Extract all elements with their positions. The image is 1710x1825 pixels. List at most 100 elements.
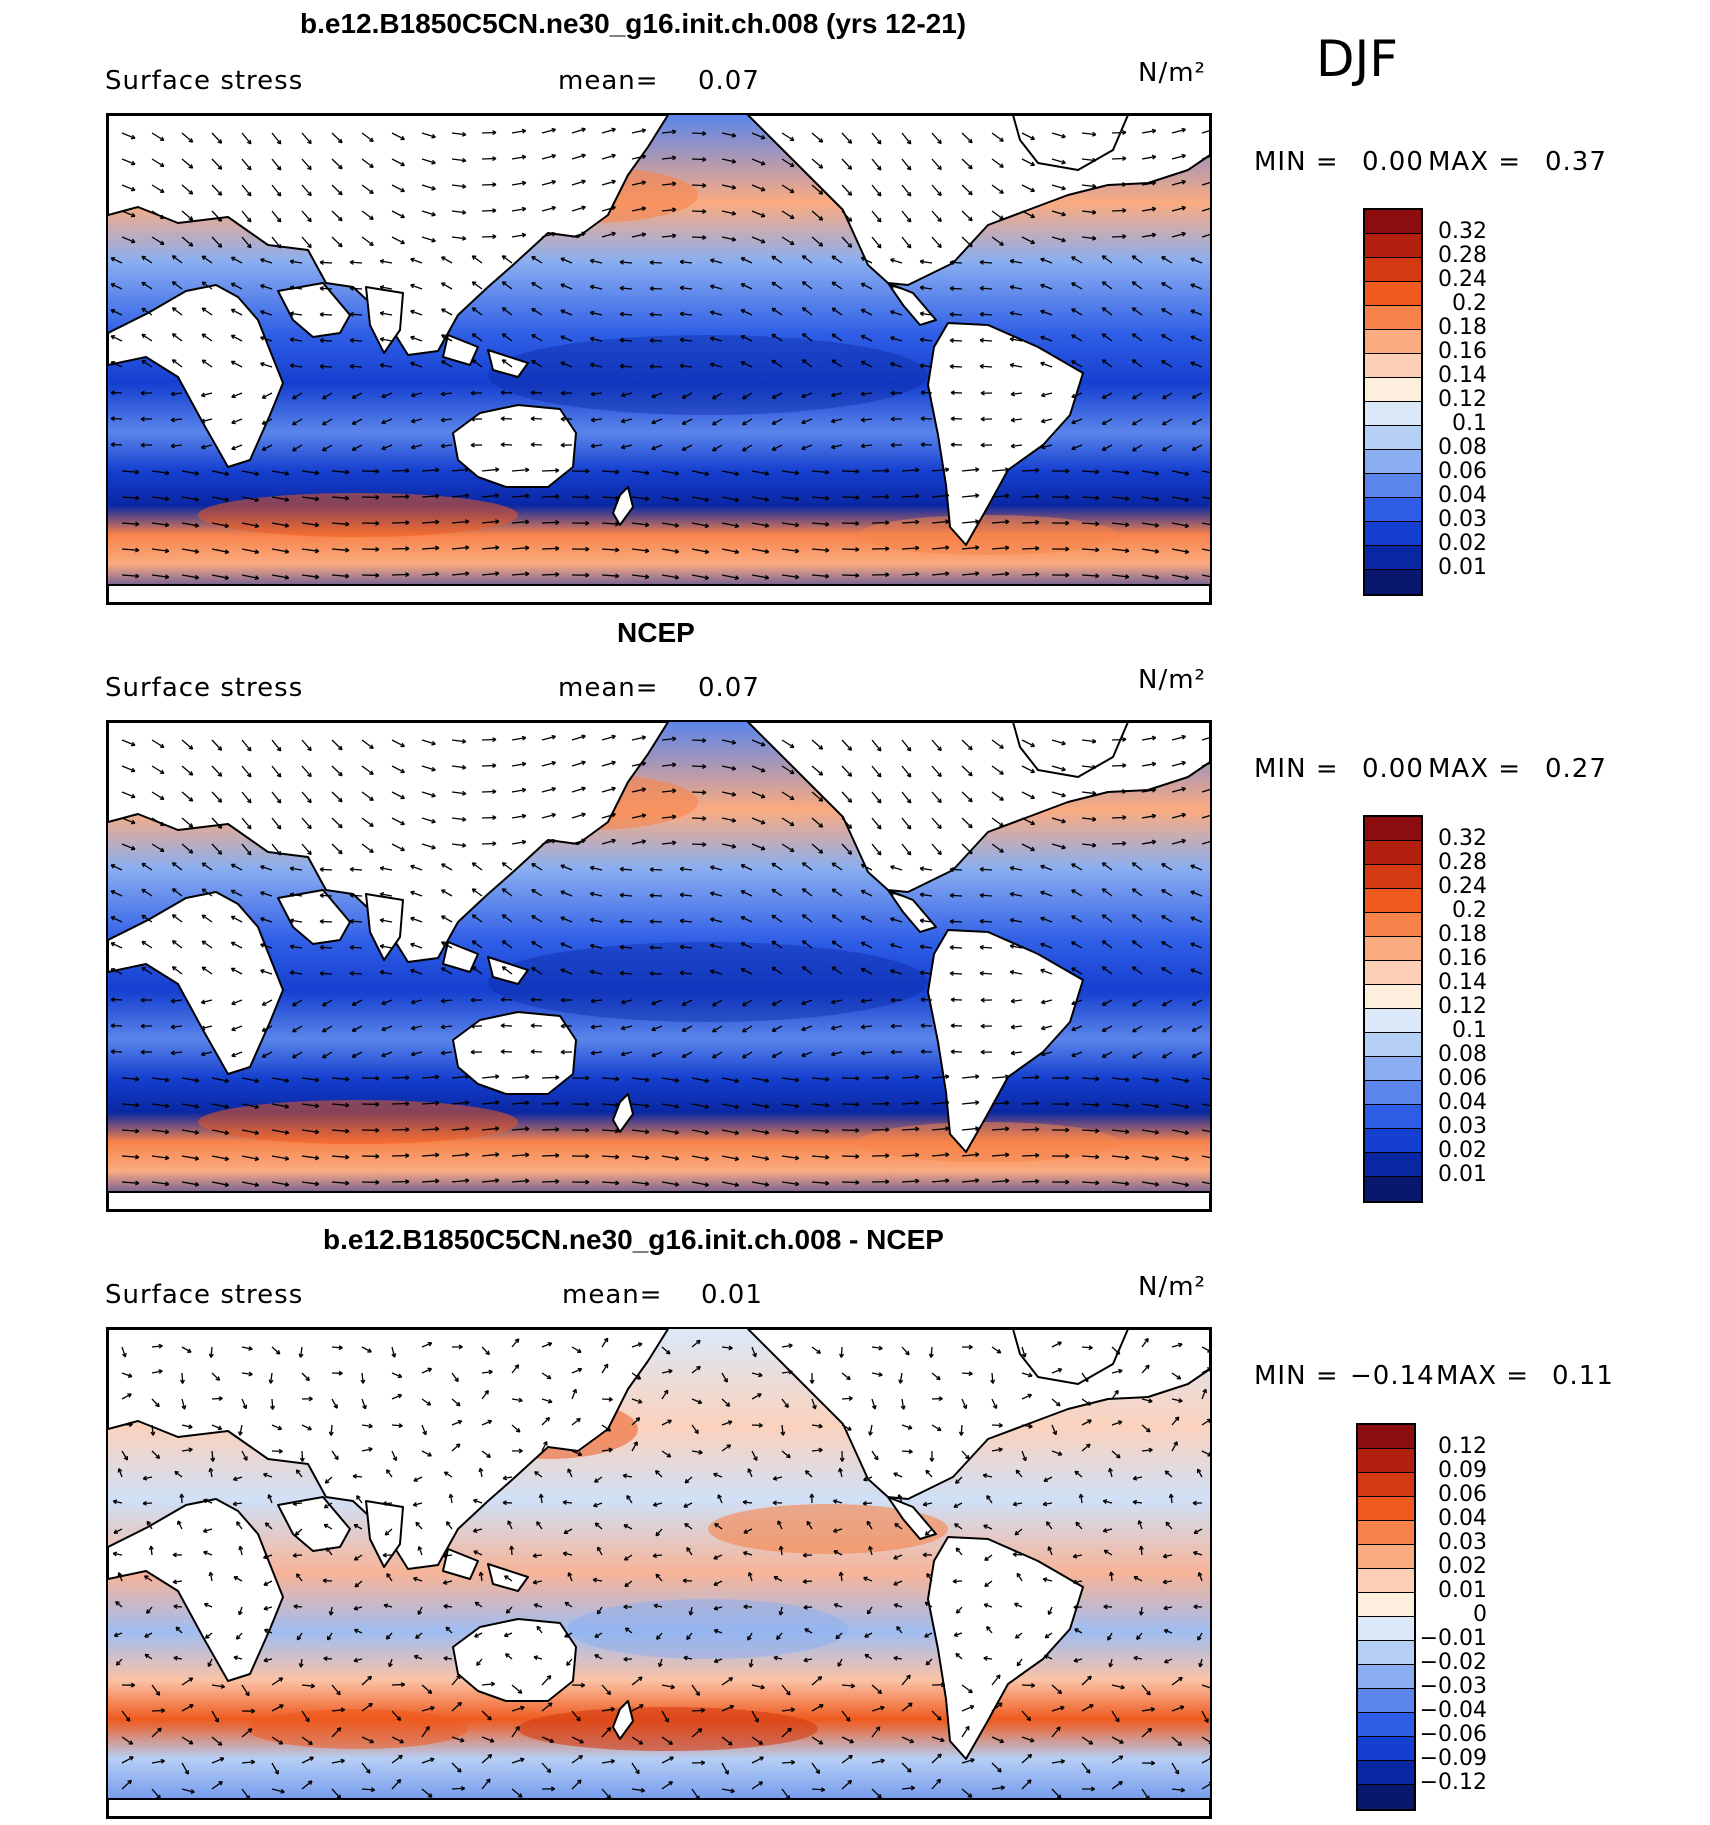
stress-arrow: [413, 1476, 423, 1482]
stress-arrow: [232, 1502, 243, 1505]
stress-arrowhead: [760, 741, 766, 747]
stress-arrow: [1141, 762, 1156, 767]
stress-arrow: [1040, 943, 1053, 949]
stress-arrowhead: [896, 1626, 901, 1631]
stress-arrow: [110, 890, 123, 897]
stress-arrow: [597, 1546, 603, 1556]
stress-arrowhead: [159, 136, 165, 142]
stress-arrowhead: [1061, 211, 1066, 217]
stress-arrowhead: [1061, 159, 1066, 165]
stress-arrowhead: [1009, 284, 1015, 290]
stress-arrowhead: [379, 969, 385, 975]
stress-arrow: [391, 1754, 403, 1764]
stress-arrow: [621, 999, 633, 1004]
stress-arrow: [541, 1398, 553, 1403]
stress-arrow: [991, 1674, 1001, 1686]
stress-arrow: [811, 739, 824, 750]
stress-arrowhead: [740, 256, 746, 262]
stress-arrow: [446, 1521, 453, 1530]
stress-arrowhead: [171, 914, 177, 919]
stress-arrowhead: [1117, 1420, 1123, 1426]
stress-arrowhead: [550, 1786, 556, 1792]
stress-arrowhead: [784, 1403, 789, 1408]
stress-arrowhead: [531, 967, 536, 972]
stress-arrow: [1165, 1521, 1173, 1530]
stress-arrow: [511, 495, 529, 498]
stress-arrowhead: [501, 862, 507, 867]
stress-arrow: [301, 1155, 319, 1159]
stress-arrowhead: [603, 1363, 609, 1369]
stress-arrowhead: [983, 1524, 988, 1530]
stress-arrowhead: [925, 1660, 931, 1666]
stress-arrow: [661, 737, 676, 741]
stress-arrowhead: [713, 1658, 719, 1664]
stress-arrow: [172, 333, 183, 342]
stress-arrowhead: [1181, 179, 1186, 185]
stress-arrowhead: [349, 311, 354, 317]
stress-arrow: [114, 1632, 123, 1637]
stress-arrowhead: [305, 1717, 310, 1723]
stress-arrowhead: [789, 821, 795, 827]
stress-arrowhead: [248, 1371, 253, 1377]
colorbar-cell: [1365, 330, 1421, 354]
stress-arrow: [151, 1760, 165, 1764]
stress-arrowhead: [979, 337, 984, 343]
stress-arrow: [619, 894, 633, 897]
panel-2-map: [106, 720, 1212, 1212]
panel-3-min-label: MIN =: [1254, 1361, 1339, 1391]
stress-arrowhead: [1151, 813, 1157, 819]
stress-arrowhead: [500, 442, 505, 448]
coastline: [612, 1700, 634, 1740]
stress-arrow: [511, 1726, 520, 1738]
stress-arrow: [471, 307, 483, 316]
stress-arrowhead: [742, 1001, 747, 1007]
stress-arrowhead: [905, 1350, 910, 1356]
stress-arrowhead: [812, 1404, 817, 1410]
stress-arrow: [1131, 333, 1143, 342]
stress-arrow: [301, 184, 312, 197]
stress-arrow: [811, 470, 829, 474]
stress-arrow: [151, 1181, 169, 1185]
stress-arrowhead: [894, 1522, 899, 1528]
stress-arrowhead: [412, 1502, 418, 1507]
stress-arrow: [241, 1155, 259, 1160]
stress-arrow: [507, 1520, 513, 1530]
stress-arrowhead: [832, 1528, 838, 1534]
stress-arrow: [1111, 496, 1129, 500]
stress-arrowhead: [254, 1182, 260, 1188]
stress-arrowhead: [962, 1404, 968, 1410]
stress-arrowhead: [1071, 1000, 1076, 1006]
stress-arrowhead: [560, 1049, 565, 1055]
stress-arrow: [110, 968, 123, 975]
stress-arrow: [1141, 470, 1159, 475]
stress-arrow: [866, 1520, 873, 1530]
stress-arrowhead: [521, 128, 527, 134]
stress-arrowhead: [307, 772, 312, 778]
stress-arrow: [421, 469, 440, 472]
stress-arrow: [1071, 360, 1083, 368]
stress-arrow: [271, 817, 282, 830]
stress-arrow: [441, 444, 453, 447]
stress-arrow: [1171, 206, 1186, 212]
stress-arrowhead: [242, 1404, 248, 1410]
stress-arrow: [331, 843, 343, 855]
stress-arrowhead: [926, 1573, 931, 1578]
stress-arrowhead: [501, 888, 507, 893]
stress-arrowhead: [224, 523, 230, 529]
stress-arrow: [931, 132, 942, 144]
stress-arrowhead: [576, 1417, 581, 1423]
stress-arrow: [1111, 842, 1127, 845]
stress-arrow: [771, 1025, 783, 1032]
stress-arrowhead: [876, 798, 882, 804]
stress-arrowhead: [1091, 842, 1097, 848]
stress-arrowhead: [979, 918, 984, 924]
stress-arrowhead: [1132, 1499, 1138, 1505]
stress-arrow: [571, 1736, 584, 1744]
stress-arrow: [1111, 1390, 1119, 1400]
stress-arrowhead: [880, 1705, 885, 1711]
stress-arrow: [961, 791, 973, 803]
stress-arrowhead: [386, 1573, 391, 1578]
stress-arrow: [712, 444, 723, 452]
stress-arrowhead: [681, 1027, 687, 1032]
stress-arrowhead: [292, 420, 297, 426]
